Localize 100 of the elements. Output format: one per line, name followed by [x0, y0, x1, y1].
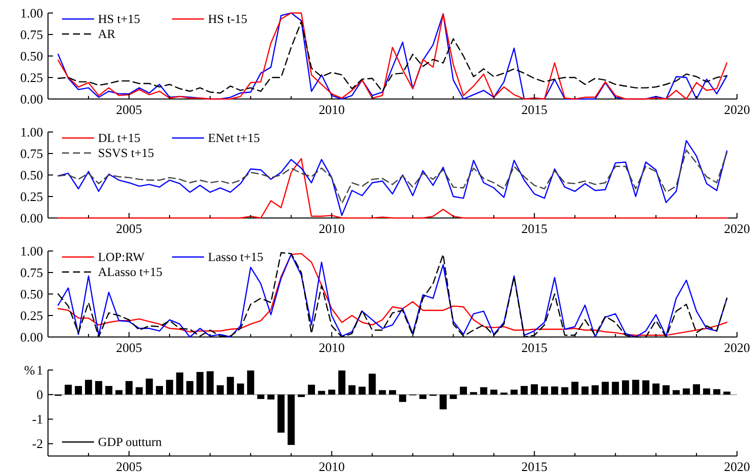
- legend-label: SSVS t+15: [98, 146, 154, 160]
- bar: [166, 380, 174, 395]
- y-tick-label: 0.75: [20, 265, 43, 280]
- legend-label: ALasso t+15: [98, 265, 162, 279]
- bar: [176, 372, 184, 395]
- y-tick-label: 0.00: [20, 330, 43, 344]
- bar: [156, 386, 164, 395]
- bar: [338, 370, 346, 395]
- bar: [267, 394, 274, 400]
- bar: [540, 386, 548, 395]
- x-tick-label: 2010: [318, 221, 345, 236]
- bar: [622, 380, 630, 395]
- x-tick-label: 2015: [521, 459, 548, 473]
- x-tick-label: 2005: [116, 459, 142, 473]
- y-tick-label: 0.50: [20, 48, 43, 64]
- bar: [682, 388, 690, 395]
- y-tick-label: 0.50: [20, 168, 43, 182]
- bar: [490, 390, 498, 395]
- bar: [105, 386, 112, 395]
- bar: [247, 370, 254, 395]
- bar: [642, 380, 650, 395]
- line-series: [58, 158, 728, 219]
- bar: [146, 378, 153, 395]
- y-tick-label: 0.25: [20, 70, 43, 85]
- bar: [298, 394, 305, 398]
- legend-label: GDP outturn: [98, 435, 163, 449]
- x-tick-label: 2015: [521, 221, 548, 236]
- line-series: [58, 149, 728, 204]
- bar: [358, 386, 366, 395]
- x-tick-label: 2005: [116, 340, 142, 355]
- y-tick-label: 0.75: [20, 146, 43, 161]
- legend-label: AR: [98, 27, 116, 41]
- y-tick-label: 0: [36, 387, 43, 402]
- bar: [348, 385, 356, 395]
- y-tick-label: 1.00: [20, 6, 43, 20]
- bar: [216, 385, 224, 395]
- bar: [328, 390, 336, 395]
- x-tick-label: 2020: [724, 102, 750, 117]
- bar: [64, 384, 72, 395]
- bar: [95, 381, 102, 395]
- bar: [236, 384, 244, 395]
- legend-label: LOP:RW: [98, 250, 145, 264]
- bar: [530, 384, 538, 395]
- bar: [723, 392, 730, 395]
- y-tick-label: 0.25: [20, 308, 43, 323]
- y-tick-label: -2: [32, 436, 43, 452]
- x-tick-label: 2010: [318, 102, 345, 117]
- bar: [602, 382, 609, 395]
- x-tick-label: 2020: [724, 221, 750, 236]
- bar: [450, 394, 457, 399]
- x-tick-label: 2005: [116, 221, 142, 236]
- x-tick-label: 2020: [724, 459, 750, 473]
- y-tick-label: 0.00: [20, 210, 43, 226]
- bar: [713, 389, 720, 395]
- bar: [399, 394, 406, 402]
- bar: [592, 385, 599, 395]
- y-tick-label: 0.75: [20, 27, 43, 42]
- bar: [480, 387, 488, 395]
- y-tick-label: 0.50: [20, 286, 43, 302]
- bar: [257, 394, 264, 399]
- bar: [510, 390, 518, 395]
- bar: [662, 385, 670, 395]
- bar: [470, 392, 478, 395]
- bar: [126, 381, 133, 395]
- bar: [561, 387, 568, 395]
- bar: [612, 382, 619, 395]
- bar: [308, 384, 315, 395]
- bar: [278, 394, 285, 433]
- bar: [226, 376, 234, 395]
- y-tick-label: 1: [36, 362, 43, 378]
- bar: [440, 394, 447, 410]
- bar: [196, 372, 204, 395]
- bar: [186, 381, 194, 395]
- bar: [288, 394, 295, 445]
- bar: [551, 386, 558, 395]
- bar: [378, 390, 386, 395]
- line-series: [58, 12, 728, 100]
- bar: [460, 386, 467, 395]
- x-tick-label: 2015: [521, 102, 548, 117]
- legend-label: HS t+15: [98, 12, 140, 26]
- bar: [672, 390, 680, 395]
- bar: [136, 387, 143, 395]
- bar: [632, 380, 640, 395]
- y-tick-label: 0.25: [20, 189, 43, 204]
- bar: [692, 384, 700, 395]
- y-tick-label: 0.00: [20, 92, 43, 106]
- bar: [419, 394, 426, 399]
- x-tick-label: 2010: [318, 459, 345, 473]
- x-tick-label: 2005: [116, 102, 142, 117]
- bar: [74, 386, 82, 395]
- legend-label: ENet t+15: [208, 131, 260, 145]
- bar: [206, 371, 214, 395]
- x-tick-label: 2020: [724, 340, 750, 355]
- x-tick-label: 2015: [521, 340, 548, 355]
- bar: [571, 382, 578, 395]
- y-axis-title: %: [24, 362, 36, 378]
- bar: [520, 386, 528, 395]
- legend-label: DL t+15: [98, 131, 140, 145]
- bar: [388, 390, 396, 395]
- y-tick-label: 1.00: [20, 244, 43, 258]
